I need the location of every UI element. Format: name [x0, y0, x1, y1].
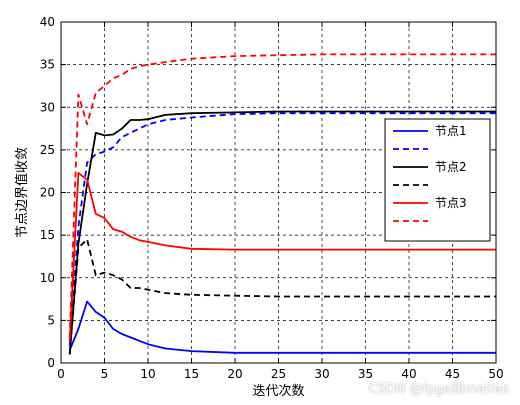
x-tick-label: 0 [57, 367, 65, 381]
watermark: CSDN @fpga和matlab [368, 382, 510, 397]
series-line-6 [68, 53, 496, 338]
y-tick-label: 15 [40, 228, 55, 242]
legend-box [384, 118, 491, 242]
x-tick-label: 30 [314, 367, 329, 381]
x-tick-label: 15 [184, 367, 199, 381]
y-tick-label: 35 [40, 58, 55, 72]
series-line-4 [68, 238, 496, 355]
legend-label: 节点2 [435, 160, 467, 174]
y-tick-label: 10 [40, 271, 55, 285]
x-tick-label: 40 [401, 367, 416, 381]
y-tick-label: 20 [40, 186, 55, 200]
x-tick-label: 50 [488, 367, 503, 381]
series-line-2 [68, 112, 496, 346]
series-line-5 [68, 171, 496, 342]
series-group [68, 53, 496, 355]
x-tick-label: 5 [101, 367, 109, 381]
y-axis-label: 节点边界值收敛 [14, 147, 30, 238]
y-tick-label: 0 [47, 356, 55, 370]
x-tick-label: 25 [271, 367, 286, 381]
axis-ticks: 0 5 10 15 20 25 30 35 40 45 50 0 5 10 15 20 25 30 35 40 [40, 15, 504, 381]
y-tick-label: 5 [47, 313, 55, 327]
x-axis-label: 迭代次数 [252, 383, 304, 399]
x-tick-label: 45 [445, 367, 460, 381]
legend-label: 节点1 [435, 124, 467, 138]
y-tick-label: 40 [40, 15, 55, 29]
legend-label: 节点3 [435, 196, 467, 210]
y-tick-label: 30 [40, 100, 55, 114]
legend: 节点1 节点2 节点3 [384, 118, 491, 242]
y-tick-label: 25 [40, 143, 55, 157]
series-line-1 [68, 300, 496, 354]
x-tick-label: 35 [358, 367, 373, 381]
x-tick-label: 20 [227, 367, 242, 381]
x-tick-label: 10 [140, 367, 155, 381]
series-line-3 [68, 110, 496, 355]
